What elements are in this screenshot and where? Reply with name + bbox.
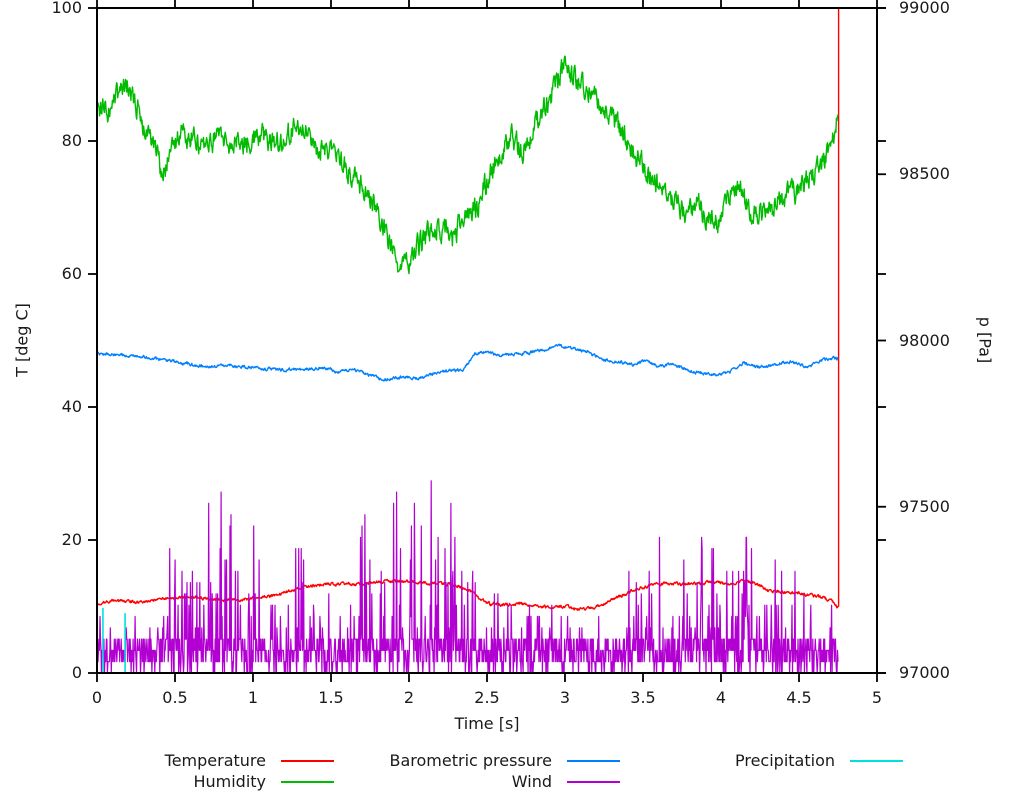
legend-item: Barometric pressure bbox=[352, 750, 620, 771]
x-tick-label: 0.5 bbox=[162, 688, 188, 707]
y-left-tick-label: 20 bbox=[61, 530, 82, 549]
legend-label: Precipitation bbox=[734, 751, 835, 770]
x-tick-label: 2.5 bbox=[474, 688, 500, 707]
x-tick-label: 2 bbox=[403, 688, 415, 707]
legend-label: Temperature bbox=[164, 751, 266, 770]
legend-line-swatch bbox=[850, 759, 903, 762]
legend-column: Barometric pressure Wind bbox=[352, 750, 620, 792]
y-left-tick-label: 60 bbox=[61, 264, 82, 283]
legend-item: Humidity bbox=[86, 771, 334, 792]
x-tick-label: 3 bbox=[559, 688, 571, 707]
legend-label: Wind bbox=[511, 772, 552, 791]
y-right-tick-label: 97500 bbox=[899, 496, 950, 516]
y-axis-title-left: T [deg C] bbox=[12, 303, 32, 377]
legend-line-swatch bbox=[281, 780, 334, 783]
x-tick-label: 4 bbox=[715, 688, 727, 707]
legend-item: Precipitation bbox=[685, 750, 903, 771]
y-axis-title-right: p [Pa] bbox=[975, 316, 995, 364]
y-right-tick-label: 99000 bbox=[899, 0, 950, 17]
y-right-tick-label: 98000 bbox=[899, 330, 950, 350]
legend-label: Humidity bbox=[193, 772, 266, 791]
legend-line-swatch bbox=[567, 759, 620, 762]
x-tick-label: 0 bbox=[91, 688, 103, 707]
x-axis-title: Time [s] bbox=[454, 714, 520, 733]
x-tick-label: 1.5 bbox=[318, 688, 344, 707]
y-left-tick-label: 80 bbox=[61, 131, 82, 150]
y-left-tick-label: 40 bbox=[61, 397, 82, 416]
y-left-tick-label: 100 bbox=[51, 0, 82, 17]
legend-column: Temperature Humidity bbox=[86, 750, 334, 792]
y-right-tick-label: 97000 bbox=[899, 663, 950, 682]
legend-item: Wind bbox=[352, 771, 620, 792]
y-right-tick-label: 98500 bbox=[899, 164, 950, 184]
legend-line-swatch bbox=[281, 759, 334, 762]
y-left-tick-label: 0 bbox=[71, 663, 82, 682]
x-tick-label: 1 bbox=[247, 688, 259, 707]
legend-label: Barometric pressure bbox=[389, 751, 552, 770]
legend-item: Temperature bbox=[86, 750, 334, 771]
x-tick-label: 3.5 bbox=[630, 688, 656, 707]
x-tick-label: 4.5 bbox=[786, 688, 812, 707]
legend-line-swatch bbox=[567, 780, 620, 783]
legend-column: Precipitation bbox=[685, 750, 903, 771]
x-tick-label: 5 bbox=[871, 688, 883, 707]
